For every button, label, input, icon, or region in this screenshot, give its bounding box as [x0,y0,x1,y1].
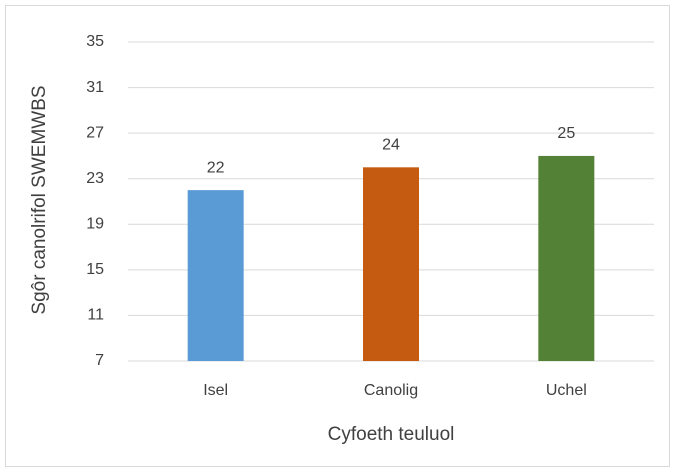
data-label: 24 [382,137,400,154]
y-tick-label: 15 [86,261,104,278]
x-tick-label: Canolig [364,382,418,399]
y-tick-label: 7 [95,352,104,369]
y-axis-title: Sgôr canolrifol SWEMWBS [29,85,50,314]
data-label: 22 [207,159,225,176]
y-tick-label: 31 [86,79,104,96]
x-tick-label: Isel [203,382,228,399]
bar [363,167,419,361]
y-tick-label: 35 [86,33,104,50]
y-tick-label: 19 [86,216,104,233]
data-label: 25 [557,125,575,142]
bar [187,190,244,361]
y-tick-label: 23 [86,170,104,187]
y-tick-label: 11 [87,307,104,324]
x-axis-title: Cyfoeth teuluol [328,424,455,445]
y-tick-label: 27 [86,124,104,141]
bar [538,155,595,361]
x-tick-label: Uchel [546,382,587,399]
